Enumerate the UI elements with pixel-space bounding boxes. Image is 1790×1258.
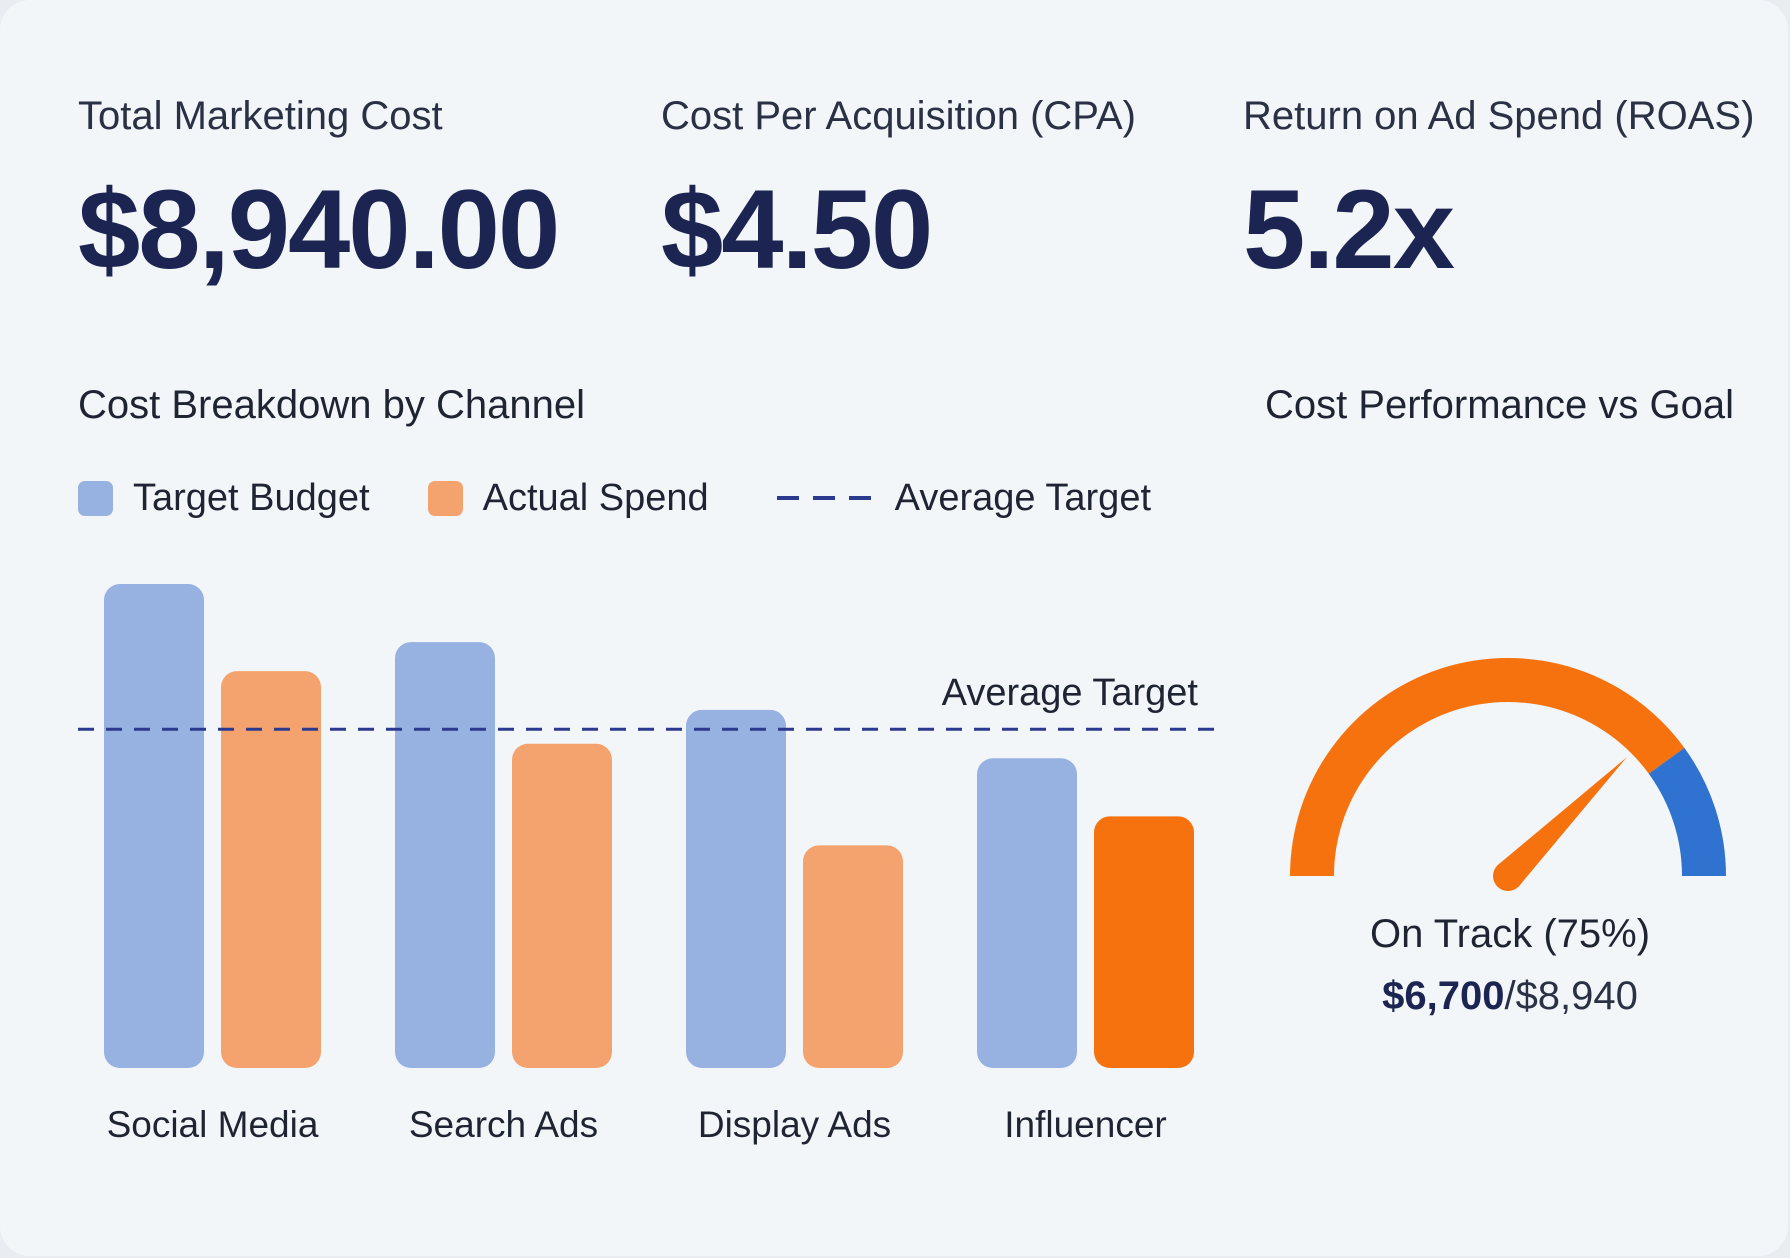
average-target-label: Average Target — [942, 672, 1199, 714]
x-tick-label: Social Media — [107, 1104, 319, 1145]
legend-item-average-target: Average Target — [767, 477, 1151, 520]
kpi-value: 5.2x — [1243, 167, 1455, 292]
gauge-status: On Track (75%) — [1369, 912, 1651, 956]
x-tick-label: Search Ads — [409, 1104, 598, 1145]
gauge-separator: / — [1504, 974, 1516, 1018]
gauge-goal-value: $8,940 — [1515, 974, 1638, 1018]
kpi-total-marketing-cost: Total Marketing Cost $8,940.00 — [78, 92, 560, 292]
gauge-arc-main — [1290, 657, 1685, 876]
kpi-label: Return on Ad Spend (ROAS) — [1243, 94, 1755, 138]
x-tick-label: Influencer — [1004, 1104, 1167, 1145]
bar-actual-display-ads — [803, 845, 903, 1068]
chart-legend: Target Budget Actual Spend Average Targe… — [78, 472, 1209, 524]
legend-item-actual-spend: Actual Spend — [427, 476, 709, 520]
gauge-current-value: $6,700 — [1382, 974, 1505, 1018]
gauge-amount: $6,700/$8,940 — [1250, 974, 1770, 1019]
gauge-arc-end — [1648, 747, 1726, 876]
x-tick-label: Display Ads — [698, 1104, 891, 1145]
legend-label: Average Target — [894, 476, 1152, 519]
bar-actual-social-media — [221, 671, 321, 1068]
bar-target-search-ads — [395, 642, 495, 1068]
gauge-needle — [1497, 757, 1627, 887]
bar-target-social-media — [104, 584, 204, 1068]
bar-actual-influencer — [1094, 816, 1194, 1068]
gauge-needle-hub — [1493, 861, 1523, 891]
legend-label: Target Budget — [133, 476, 370, 519]
kpi-label: Total Marketing Cost — [78, 94, 443, 138]
legend-swatch-actual — [427, 480, 463, 516]
kpi-label: Cost Per Acquisition (CPA) — [661, 94, 1136, 138]
legend-swatch-target — [78, 480, 113, 516]
breakdown-title: Cost Breakdown by Channel — [78, 383, 585, 427]
bar-target-influencer — [977, 758, 1077, 1068]
kpi-value: $8,940.00 — [78, 167, 560, 292]
kpi-value: $4.50 — [661, 167, 933, 292]
gauge-title: Cost Performance vs Goal — [1264, 383, 1734, 427]
legend-swatch-average — [776, 496, 877, 500]
legend-item-target-budget: Target Budget — [78, 477, 370, 520]
kpi-return-on-ad-spend: Return on Ad Spend (ROAS) 5.2x — [1243, 92, 1754, 290]
bar-target-display-ads — [686, 709, 786, 1068]
kpi-cost-per-acquisition: Cost Per Acquisition (CPA) $4.50 — [661, 92, 1136, 290]
bar-actual-search-ads — [512, 743, 612, 1068]
legend-label: Actual Spend — [482, 476, 709, 519]
